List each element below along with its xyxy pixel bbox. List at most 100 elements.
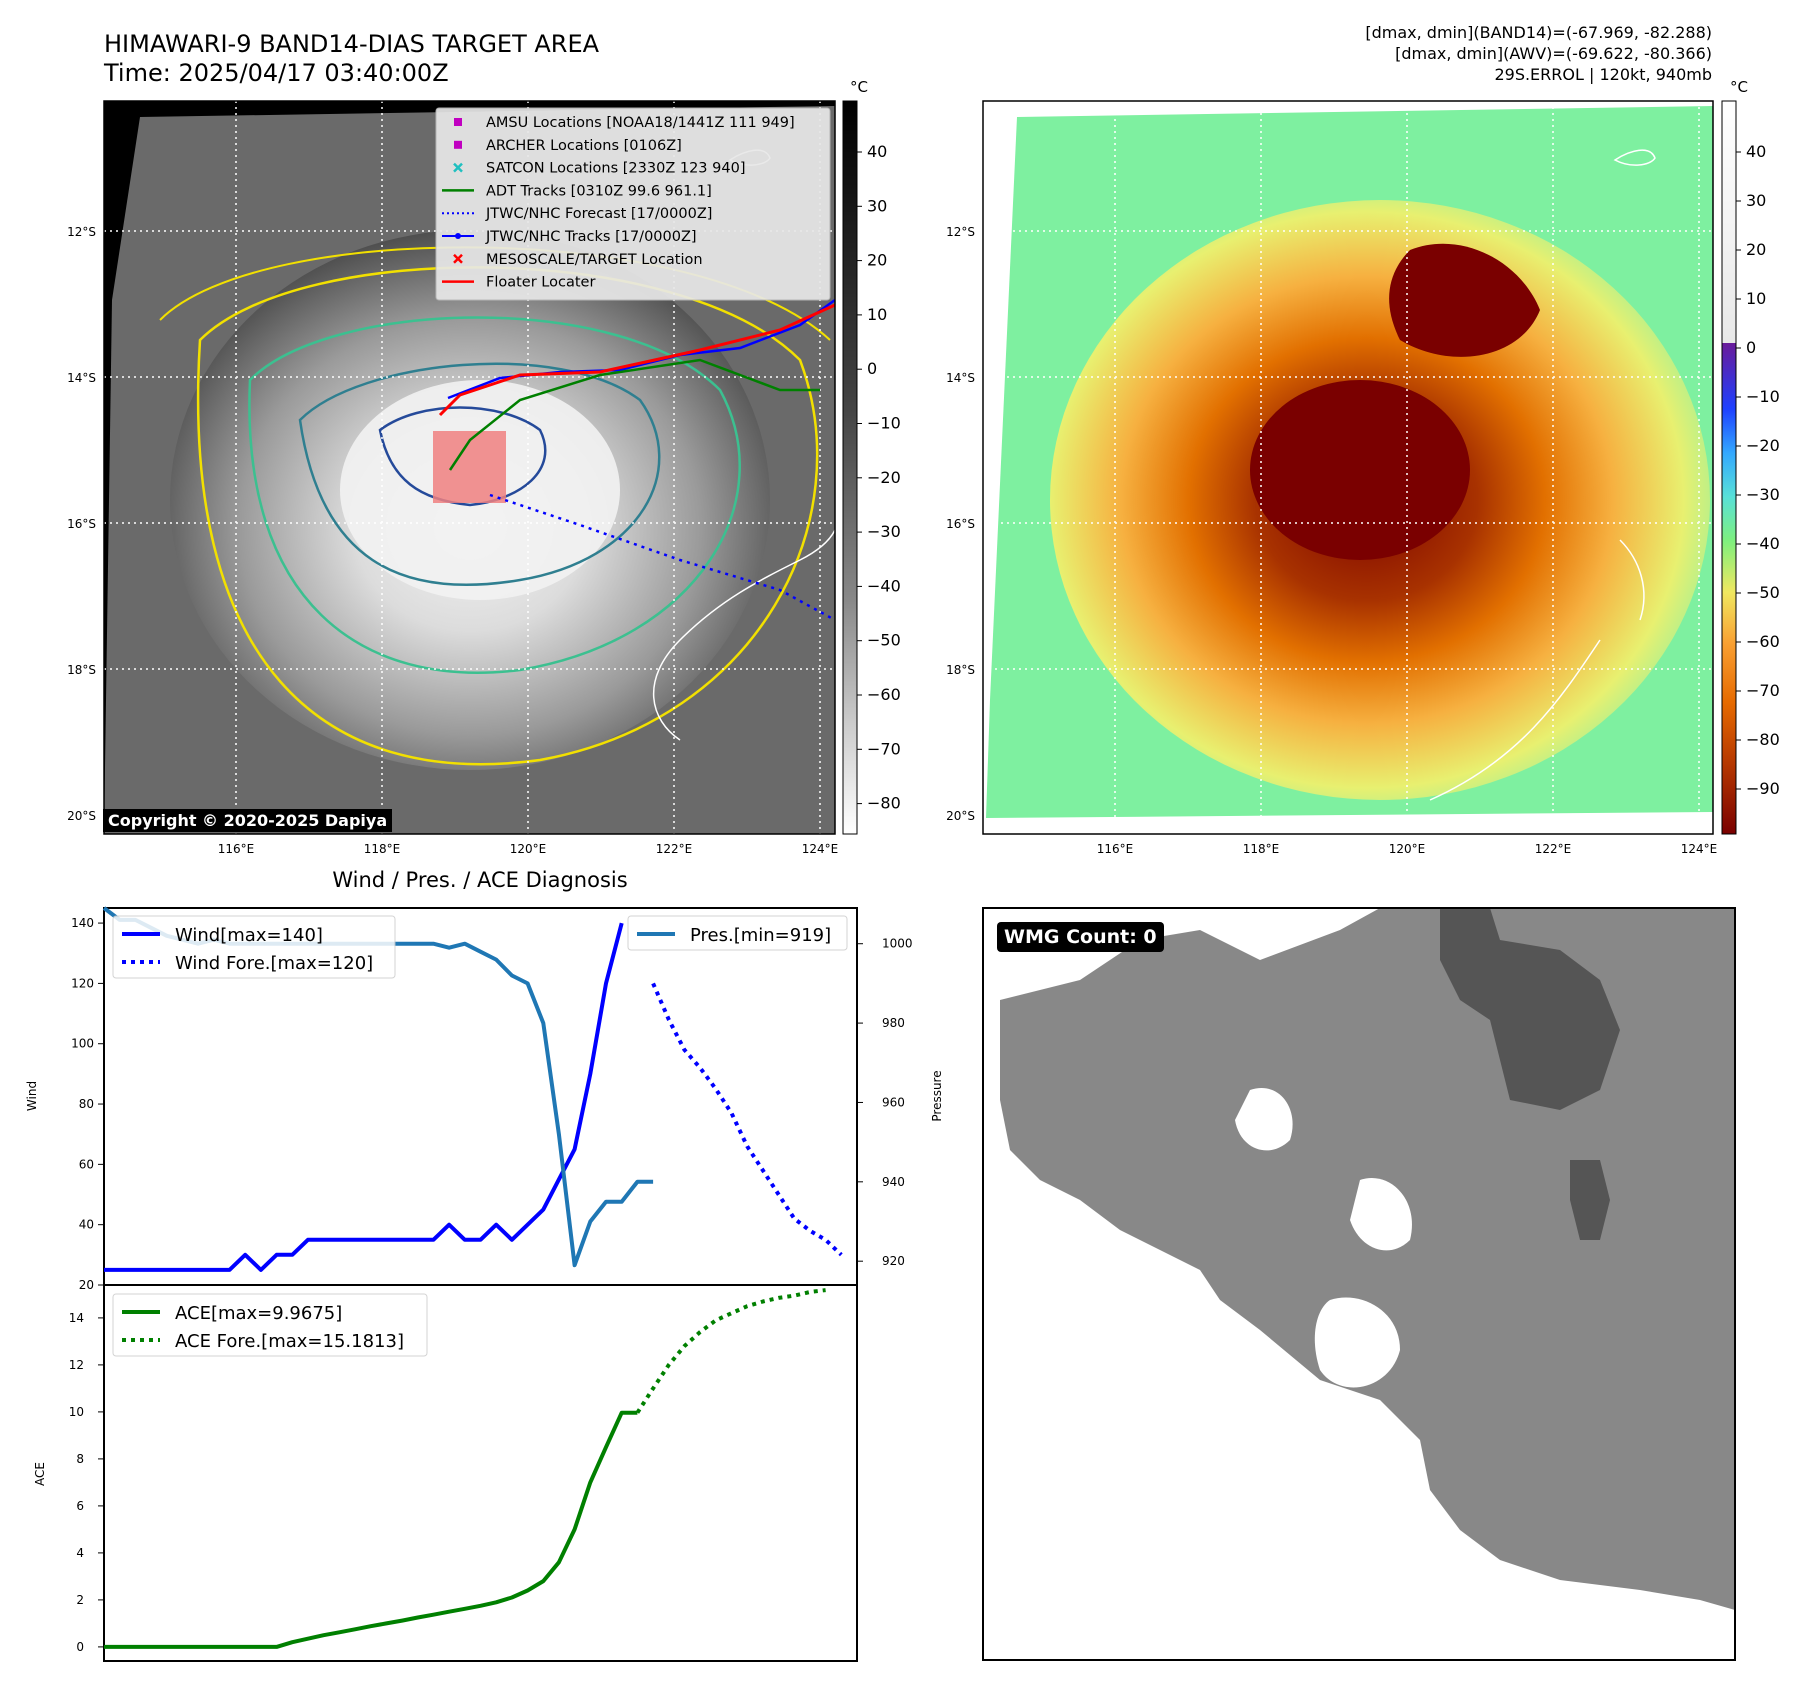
colorbar-tick-label: 0 [1746,338,1756,357]
svg-text:12°S: 12°S [67,225,96,239]
legend-marker [453,162,463,173]
wind-y-tick-label: 140 [71,916,94,930]
colorbar-awv-unit: °C [1730,78,1748,96]
pressure-y-tick-label: 920 [882,1254,905,1268]
ace-y-tick-label: 4 [76,1546,84,1560]
pressure-axis-label: Pressure [930,1070,944,1121]
svg-text:118°E: 118°E [1243,842,1280,856]
colorbar-tick-label: 10 [1746,289,1766,308]
legend-marker [453,253,463,264]
pressure-legend-label: Pres.[min=919] [690,925,831,946]
adt-track [448,358,820,471]
figure-title: HIMAWARI-9 BAND14-DIAS TARGET AREA [104,30,600,58]
svg-text:18°S: 18°S [946,663,975,677]
info-storm: 29S.ERROL | 120kt, 940mb [1494,65,1712,84]
pressure-y-tick-label: 960 [882,1095,905,1109]
colorbar-tick-label: −50 [1746,583,1780,602]
svg-text:18°S: 18°S [67,663,96,677]
legend-entry-label: JTWC/NHC Forecast [17/0000Z] [485,206,712,222]
legend-entry-label: AMSU Locations [NOAA18/1441Z 111 949] [486,115,795,131]
colorbar-tick-label: −80 [1746,730,1780,749]
map1-lat-ticks: 12°S 14°S 16°S 18°S 20°S [67,225,96,823]
colorbar-tick-label: 0 [867,359,877,378]
map2-lon-ticks: 116°E 118°E 120°E 122°E 124°E [1097,842,1718,856]
colorbar-tick-label: −50 [867,631,901,650]
ace-y-tick-label: 0 [76,1640,84,1654]
svg-text:20°S: 20°S [946,809,975,823]
wmg-count-badge: WMG Count: 0 [997,922,1164,952]
svg-text:122°E: 122°E [656,842,693,856]
svg-text:14°S: 14°S [67,371,96,385]
colorbar-tick-label: −60 [867,685,901,704]
legend-marker-dot [455,233,461,239]
legend-entry-label: MESOSCALE/TARGET Location [486,252,703,268]
svg-text:124°E: 124°E [802,842,839,856]
wind-y-tick-label: 40 [79,1218,94,1232]
colorbar-tick-label: −80 [867,794,901,813]
ace-legend: ACE[max=9.9675] ACE Fore.[max=15.1813] [112,1293,428,1357]
wind-y-tick-label: 120 [71,976,94,990]
svg-text:20°S: 20°S [67,809,96,823]
colorbar-tick-label: −40 [867,576,901,595]
svg-text:16°S: 16°S [67,517,96,531]
awv-map-panel [982,100,1714,835]
wind-legend: Wind[max=140] Wind Fore.[max=120] [112,915,396,979]
pressure-y-tick-label: 980 [882,1016,905,1030]
legend-entry-label: SATCON Locations [2330Z 123 940] [486,161,745,177]
wind-axis-label: Wind [25,1081,39,1111]
legend-marker [454,140,462,149]
ace-forecast-series-line [635,1288,826,1414]
ace-legend-label: ACE[max=9.9675] [175,1303,342,1324]
colorbar-tick-label: −20 [1746,436,1780,455]
colorbar-tick-label: −70 [1746,681,1780,700]
pressure-legend: Pres.[min=919] [627,915,848,951]
ace-y-tick-label: 8 [76,1452,84,1466]
legend-entry-label: ARCHER Locations [0106Z] [486,138,682,154]
wind-y-tick-label: 60 [79,1157,94,1171]
svg-text:120°E: 120°E [1389,842,1426,856]
colorbar-tick-label: 20 [1746,240,1766,259]
colorbar-ir-unit: °C [850,78,868,96]
legend-entry-label: ADT Tracks [0310Z 99.6 961.1] [486,183,712,199]
ace-y-tick-label: 6 [76,1499,84,1513]
colorbar-tick-label: −30 [1746,485,1780,504]
legend-entry-label: JTWC/NHC Tracks [17/0000Z] [485,229,697,245]
ace-series-line [104,1410,638,1649]
svg-text:116°E: 116°E [218,842,255,856]
svg-text:12°S: 12°S [946,225,975,239]
map1-lon-ticks: 116°E 118°E 120°E 122°E 124°E [218,842,839,856]
colorbar-tick-label: 30 [1746,191,1766,210]
ace-axis-label: ACE [33,1462,47,1486]
pressure-y-tick-label: 940 [882,1175,905,1189]
copyright-badge: Copyright © 2020-2025 Dapiya [103,809,393,832]
wind-legend-label: Wind[max=140] [175,925,323,946]
colorbar-tick-label: −20 [867,468,901,487]
colorbar-tick-label: 40 [1746,142,1766,161]
wind-pressure-chart: Wind / Pres. / ACE Diagnosis Wind Pressu… [25,868,944,1292]
colorbar-tick-label: −30 [867,522,901,541]
colorbar-tick-label: 20 [867,251,887,270]
colorbar-tick-label: 40 [867,142,887,161]
wind-y-tick-label: 100 [71,1037,94,1051]
ace-y-tick-label: 2 [76,1593,84,1607]
info-awv: [dmax, dmin](AWV)=(-69.622, -80.366) [1395,44,1712,63]
colorbar-tick-label: 30 [867,196,887,215]
pressure-y-tick-label: 1000 [882,937,913,951]
map1-legend: AMSU Locations [NOAA18/1441Z 111 949] ARC… [435,107,831,301]
ace-forecast-legend-label: ACE Fore.[max=15.1813] [175,1331,404,1352]
floater-track [438,303,835,417]
colorbar-tick-label: −10 [867,414,901,433]
figure-time: Time: 2025/04/17 03:40:00Z [103,59,449,87]
colorbar-tick-label: −40 [1746,534,1780,553]
ace-y-tick-label: 12 [69,1358,84,1372]
colorbar-awv: °C 40 30 20 10 0 −10 −20 −30 −40 −50 −60 −70 −80 −90 [1721,78,1780,835]
wind-forecast-legend-label: Wind Fore.[max=120] [175,953,373,974]
colorbar-ir: °C 40 30 20 10 0 −10 −20 −30 −40 −50 −60 −70 −80 [842,78,901,835]
svg-text:16°S: 16°S [946,517,975,531]
colorbar-tick-label: 10 [867,305,887,324]
svg-text:124°E: 124°E [1681,842,1718,856]
ace-y-tick-label: 10 [69,1405,84,1419]
wind-y-tick-label: 80 [79,1097,94,1111]
colorbar-tick-label: −60 [1746,632,1780,651]
forecast-track [489,493,835,622]
